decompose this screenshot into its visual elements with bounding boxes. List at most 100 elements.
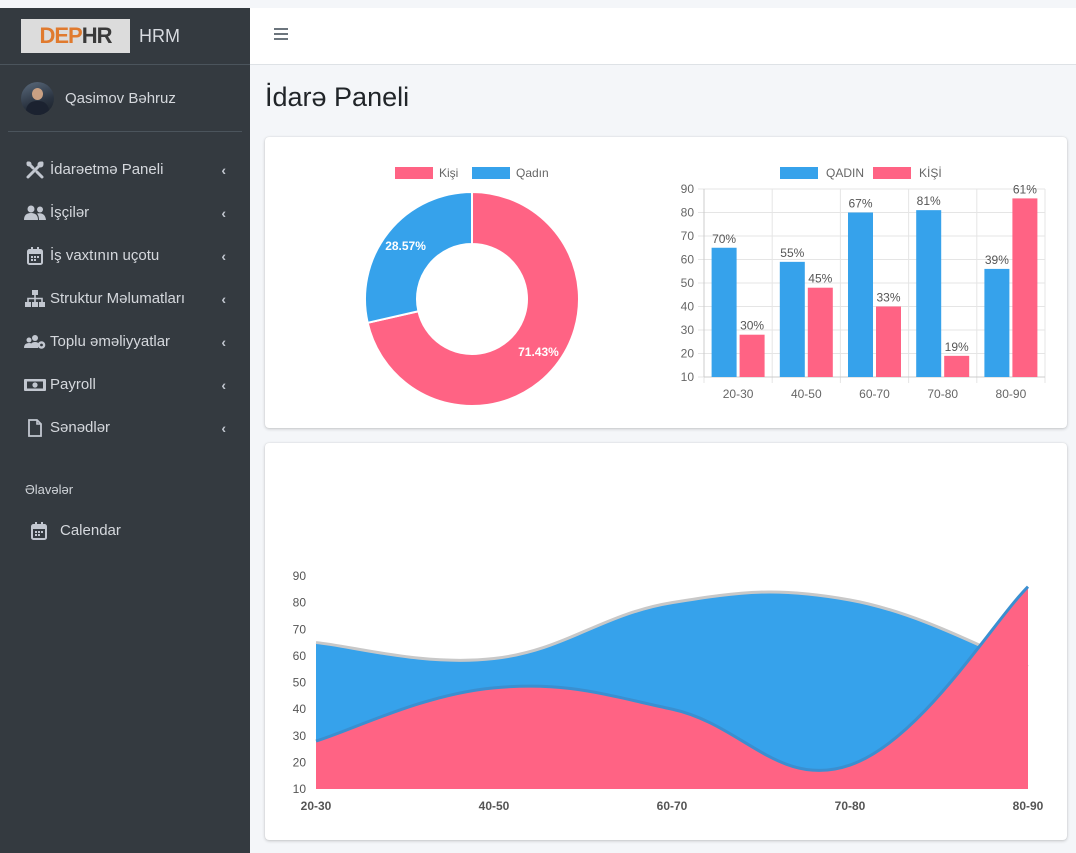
y-tick-label: 30 xyxy=(681,323,695,337)
app-name: HRM xyxy=(139,25,180,46)
y-tick-label: 90 xyxy=(293,569,307,583)
slice-label: 28.57% xyxy=(385,239,426,253)
tools-icon xyxy=(24,160,46,180)
users-icon xyxy=(24,203,46,223)
menu-toggle-icon[interactable] xyxy=(274,28,288,42)
area-line xyxy=(315,590,1029,668)
sidebar-item-documents[interactable]: Sənədlər ‹ xyxy=(0,406,250,449)
y-tick-label: 70 xyxy=(293,622,307,636)
chevron-left-icon: ‹ xyxy=(221,419,226,436)
bar xyxy=(807,287,833,377)
bar xyxy=(739,334,765,377)
user-name[interactable]: Qasimov Bəhruz xyxy=(65,89,176,107)
legend-swatch xyxy=(780,167,818,179)
chevron-left-icon: ‹ xyxy=(221,376,226,393)
x-tick-label: 60-70 xyxy=(657,799,688,813)
sidebar-item-employees[interactable]: İşçilər ‹ xyxy=(0,191,250,234)
sidebar: DEP HR HRM Qasimov Bəhruz İdarəetmə Panel… xyxy=(0,8,250,853)
sidebar-item-timekeeping[interactable]: İş vaxtının uçotu ‹ xyxy=(0,234,250,277)
y-tick-label: 60 xyxy=(293,649,307,663)
bar xyxy=(876,306,901,377)
y-tick-label: 50 xyxy=(681,276,695,290)
sidebar-item-label: Sənədlər xyxy=(50,419,111,436)
sidebar-item-label: Struktur Məlumatları xyxy=(50,290,186,307)
doughnut-slice xyxy=(364,190,473,324)
bar-value-label: 39% xyxy=(985,253,1009,267)
y-tick-label: 70 xyxy=(681,229,695,243)
chevron-left-icon: ‹ xyxy=(221,290,226,307)
sidebar-item-bulk-operations[interactable]: Toplu əməliyyatlar ‹ xyxy=(0,320,250,363)
sidebar-item-structure[interactable]: Struktur Məlumatları ‹ xyxy=(0,277,250,320)
bar-value-label: 30% xyxy=(740,319,764,333)
file-icon xyxy=(24,418,46,438)
top-navbar xyxy=(250,8,1076,65)
x-tick-label: 80-90 xyxy=(1013,799,1044,813)
legend-label: QADIN xyxy=(826,166,864,180)
sidebar-nav: İdarəetmə Paneli ‹ İşçilər ‹ İş vaxtının… xyxy=(0,148,250,449)
sidebar-item-label: Payroll xyxy=(50,376,96,393)
bar xyxy=(916,210,942,377)
sidebar-item-label: İdarəetmə Paneli xyxy=(50,161,164,178)
y-tick-label: 20 xyxy=(681,347,695,361)
calendar-icon xyxy=(28,521,50,541)
x-tick-label: 70-80 xyxy=(927,387,958,401)
bar-value-label: 67% xyxy=(848,197,872,211)
legend-swatch xyxy=(395,167,433,179)
x-tick-label: 20-30 xyxy=(301,799,332,813)
y-tick-label: 80 xyxy=(681,206,695,220)
legend-swatch xyxy=(873,167,911,179)
y-tick-label: 40 xyxy=(681,300,695,314)
sidebar-item-dashboard[interactable]: İdarəetmə Paneli ‹ xyxy=(0,148,250,191)
x-tick-label: 40-50 xyxy=(479,799,510,813)
sitemap-icon xyxy=(24,289,46,309)
area-chart-card: 10 20 30 40 50 60 70 80 90 20-30 40-50 60-70 70-80 80… xyxy=(265,443,1067,840)
bar xyxy=(779,261,805,377)
brand-link[interactable]: DEP HR HRM xyxy=(0,8,250,65)
bar-value-label: 61% xyxy=(1013,182,1037,196)
money-bill-icon xyxy=(24,375,46,395)
legend-label: Qadın xyxy=(516,166,549,180)
area-line xyxy=(315,585,1030,772)
y-tick-label: 20 xyxy=(293,755,307,769)
doughnut-slice xyxy=(366,190,580,407)
sidebar-item-label: Calendar xyxy=(60,522,121,539)
page-title: İdarə Paneli xyxy=(265,82,410,112)
bar-value-label: 81% xyxy=(917,194,941,208)
legend-label: KİŞİ xyxy=(919,166,942,180)
y-tick-label: 50 xyxy=(293,676,307,690)
extras-header: Əlavələr xyxy=(25,481,74,497)
bar-value-label: 19% xyxy=(945,340,969,354)
chevron-left-icon: ‹ xyxy=(221,247,226,264)
sidebar-item-calendar[interactable]: Calendar xyxy=(0,509,250,552)
legend-label: Kişi xyxy=(439,166,458,180)
y-tick-label: 80 xyxy=(293,596,307,610)
bar xyxy=(944,355,970,377)
users-cog-icon xyxy=(24,332,46,352)
logo-hr-text: HR xyxy=(81,23,113,48)
slice-label: 71.43% xyxy=(518,345,559,359)
gender-doughnut-chart: Kişi Qadın 71.43% 28.57% xyxy=(364,166,580,407)
y-tick-label: 90 xyxy=(681,182,695,196)
brand-logo: DEP HR xyxy=(21,19,130,53)
age-area-chart: 10 20 30 40 50 60 70 80 90 20-30 40-50 60-70 70-80 80… xyxy=(293,569,1044,813)
sidebar-item-payroll[interactable]: Payroll ‹ xyxy=(0,363,250,406)
bar-value-label: 70% xyxy=(712,232,736,246)
legend-swatch xyxy=(472,167,510,179)
bar xyxy=(711,247,737,377)
logo-dep-text: DEP xyxy=(39,23,82,48)
age-bar-chart: QADIN KİŞİ 10 20 30 40 50 60 70 80 90 20-30 70% 30% 40… xyxy=(681,166,1046,401)
y-tick-label: 60 xyxy=(681,253,695,267)
x-tick-label: 20-30 xyxy=(723,387,754,401)
x-tick-label: 60-70 xyxy=(859,387,890,401)
y-tick-label: 10 xyxy=(681,370,695,384)
user-panel[interactable]: Qasimov Bəhruz xyxy=(8,65,242,132)
chevron-left-icon: ‹ xyxy=(221,204,226,221)
sidebar-item-label: İşçilər xyxy=(50,204,90,221)
bar xyxy=(984,268,1010,377)
area-fill xyxy=(316,586,1028,789)
chevron-left-icon: ‹ xyxy=(221,161,226,178)
bar xyxy=(1012,198,1038,377)
y-tick-label: 10 xyxy=(293,782,307,796)
x-tick-label: 40-50 xyxy=(791,387,822,401)
calendar-icon xyxy=(24,246,46,266)
